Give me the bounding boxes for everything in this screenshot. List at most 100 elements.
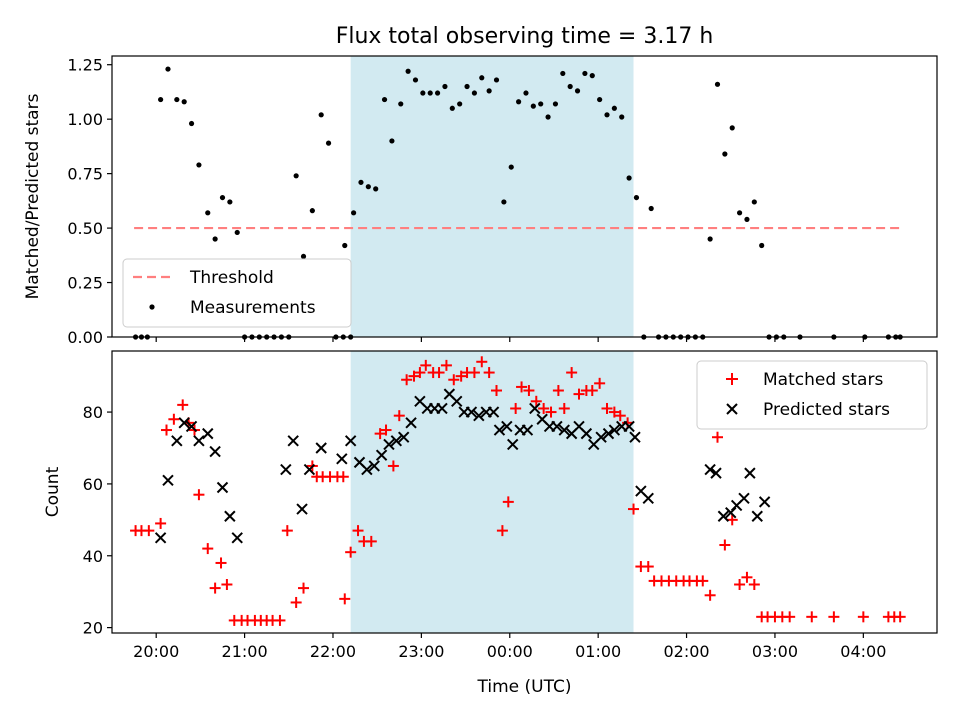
top-y-ticks: 0.00 0.25 0.50 0.75 1.00 1.25 xyxy=(67,56,112,347)
matched-star-point xyxy=(168,413,180,425)
matched-star-point xyxy=(741,571,753,583)
measurement-point xyxy=(174,96,180,103)
measurement-point xyxy=(212,236,218,242)
matched-star-point xyxy=(448,374,460,386)
bottom-y-ticks: 20 40 60 80 xyxy=(83,403,112,638)
measurement-point xyxy=(611,105,617,111)
top-panel: 0.00 0.25 0.50 0.75 1.00 1.25 Matched/Predict… xyxy=(23,55,938,347)
measurement-point xyxy=(351,210,357,216)
matched-star-point xyxy=(628,503,640,515)
measurement-point xyxy=(219,194,226,201)
matched-star-point xyxy=(530,395,542,407)
matched-star-point xyxy=(545,406,557,418)
predicted-star-point xyxy=(405,417,417,429)
predicted-star-point xyxy=(280,463,292,476)
predicted-star-point xyxy=(224,510,236,522)
bottom-axes-frame xyxy=(111,350,938,634)
predicted-star-point xyxy=(451,395,463,408)
bottom-legend: Matched stars Predicted stars xyxy=(696,360,928,430)
legend-predicted-label: Predicted stars xyxy=(763,400,890,420)
matched-star-point xyxy=(202,543,214,555)
matched-star-point xyxy=(586,385,598,397)
matched-star-point xyxy=(281,525,293,537)
measurement-point xyxy=(604,112,610,118)
measurement-point xyxy=(318,112,324,118)
measurement-point xyxy=(729,125,735,131)
predicted-star-point xyxy=(287,435,299,447)
legend-threshold-label: Threshold xyxy=(189,268,274,288)
measurement-point xyxy=(449,105,455,111)
measurement-point xyxy=(744,216,750,222)
legend-predicted-swatch xyxy=(726,403,738,415)
predicted-star-point xyxy=(303,463,316,476)
top-y-axis-label: Matched/Predicted stars xyxy=(23,93,43,299)
matched-star-point xyxy=(510,402,522,414)
matched-star-point xyxy=(414,367,426,379)
top-legend: Threshold Measurements xyxy=(122,258,352,328)
y-tick-label: 1.25 xyxy=(67,56,103,75)
matched-star-point xyxy=(352,525,364,537)
predicted-star-point xyxy=(738,492,750,504)
matched-star-point xyxy=(496,525,508,537)
predicted-star-point xyxy=(171,435,183,447)
matched-star-point xyxy=(894,611,906,623)
predicted-star-point xyxy=(551,420,563,433)
matched-star-point xyxy=(697,575,709,587)
measurement-point xyxy=(398,101,404,107)
y-tick-label: 20 xyxy=(83,619,103,638)
predicted-star-point xyxy=(493,424,506,436)
predicted-star-point xyxy=(751,510,763,522)
matched-star-point xyxy=(608,406,620,418)
matched-star-point xyxy=(734,579,746,591)
measurement-point xyxy=(501,199,507,205)
predicted-star-point xyxy=(209,445,221,458)
x-tick-label: 21:00 xyxy=(222,642,268,661)
predicted-star-point xyxy=(193,435,205,447)
y-tick-label: 60 xyxy=(83,475,103,494)
measurement-point xyxy=(342,242,348,249)
predicted-star-point xyxy=(397,431,410,443)
matched-star-point xyxy=(806,611,818,623)
measurement-point xyxy=(493,77,500,83)
predicted-star-point xyxy=(507,438,519,451)
predicted-star-point xyxy=(529,402,541,415)
predicted-star-point xyxy=(521,424,534,436)
matched-star-point xyxy=(468,367,480,379)
matched-star-point xyxy=(552,385,564,397)
predicted-star-point xyxy=(185,420,198,433)
predicted-star-point xyxy=(744,467,756,479)
matched-star-point xyxy=(345,546,357,558)
x-tick-label: 01:00 xyxy=(575,642,621,661)
matched-star-point xyxy=(290,596,302,608)
measurement-point xyxy=(707,236,713,242)
matched-star-point xyxy=(274,614,286,626)
measurement-point xyxy=(196,162,202,168)
predicted-star-point xyxy=(315,442,327,454)
x-tick-label: 02:00 xyxy=(663,642,709,661)
y-tick-label: 80 xyxy=(83,403,103,422)
measurement-point xyxy=(293,173,299,179)
predicted-star-point xyxy=(202,427,214,440)
matched-star-point xyxy=(401,374,413,386)
legend-box-bottom xyxy=(696,360,928,430)
matched-star-point xyxy=(337,471,349,483)
predicted-star-point xyxy=(758,496,771,508)
measurement-point xyxy=(365,184,371,190)
measurement-point xyxy=(530,103,536,109)
measurement-point xyxy=(373,186,379,192)
legend-measurements-label: Measurements xyxy=(190,298,316,318)
predicted-star-point xyxy=(383,438,395,451)
measurement-point xyxy=(181,99,187,105)
predicted-star-point xyxy=(558,424,570,436)
measurement-point xyxy=(405,68,411,74)
matched-star-point xyxy=(642,561,654,573)
measurement-point xyxy=(582,70,588,77)
matched-star-point xyxy=(298,582,310,594)
matched-star-point xyxy=(209,582,221,594)
highlight-span-top xyxy=(350,56,634,337)
predicted-star-point xyxy=(595,431,607,443)
predicted-star-point xyxy=(608,424,621,436)
predicted-star-point xyxy=(296,503,308,515)
matched-star-point xyxy=(365,535,377,547)
bottom-x-ticks: 20:00 21:00 22:00 23:00 00:00 01:00 02:00 03:00… xyxy=(133,633,886,661)
